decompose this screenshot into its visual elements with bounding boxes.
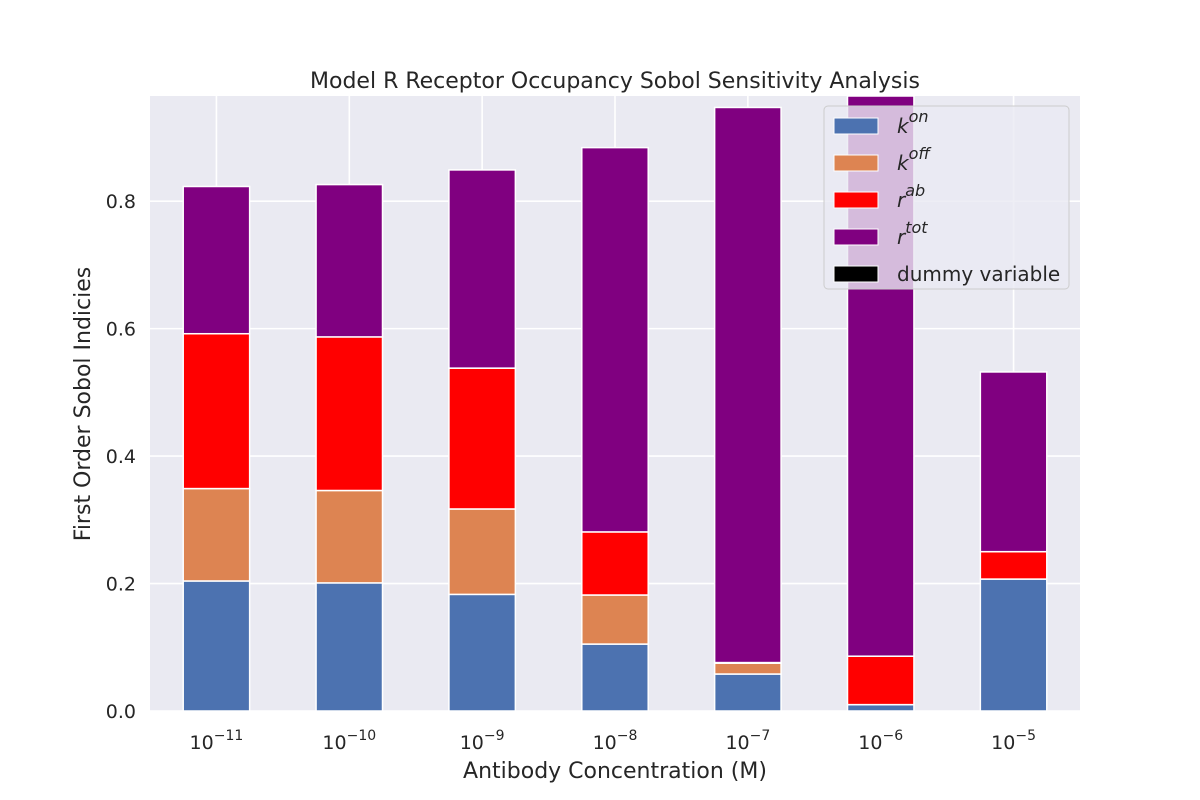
bar-segment: [182, 332, 251, 490]
bar-segment: [846, 703, 915, 712]
x-tick-base: 10: [460, 732, 484, 754]
bar-segment: [846, 655, 915, 706]
x-tick-exponent: −11: [214, 728, 244, 744]
legend-swatch: [833, 228, 879, 246]
legend-label-superscript: on: [909, 107, 929, 126]
legend-label-superscript: off: [909, 144, 933, 163]
legend-label: koff: [897, 144, 932, 175]
x-tick-base: 10: [725, 732, 749, 754]
legend-swatch: [833, 191, 879, 209]
bar-segment: [182, 580, 251, 712]
bar-segment: [448, 593, 517, 712]
legend-label-superscript: tot: [905, 218, 928, 237]
legend-swatch: [833, 265, 879, 283]
bar-segment: [182, 185, 251, 335]
bar-segment: [581, 146, 649, 533]
bar-segment: [979, 371, 1048, 553]
x-tick-label: 10−6: [858, 728, 903, 754]
legend-label: rtot: [897, 218, 928, 249]
x-tick-base: 10: [322, 732, 346, 754]
bar-segment: [979, 578, 1048, 712]
x-tick-label: 10−7: [725, 728, 770, 754]
legend-label-base: dummy variable: [897, 262, 1060, 286]
bar-segment: [713, 106, 782, 664]
legend-label: rab: [897, 181, 925, 212]
x-tick-exponent: −10: [347, 728, 377, 744]
bar-segment: [581, 594, 649, 645]
legend-label-base: k: [897, 114, 910, 138]
x-tick-label: 10−8: [593, 728, 638, 754]
legend-label-base: k: [897, 151, 910, 175]
bar-segment: [713, 673, 782, 712]
legend-item: kon: [833, 107, 929, 138]
x-tick-base: 10: [593, 732, 617, 754]
bar-segment: [448, 508, 517, 596]
x-tick-exponent: −6: [882, 728, 903, 744]
y-tick-label: 0.8: [106, 191, 136, 213]
bar-segment: [581, 643, 649, 712]
legend-label: dummy variable: [897, 262, 1060, 286]
bar-segment: [315, 582, 384, 712]
x-tick-exponent: −9: [484, 728, 505, 744]
tick-labels: 0.00.20.40.60.810−11 10−10 10−9 10−8 10−7 10−…: [106, 191, 1036, 754]
bar-segment: [182, 487, 251, 582]
bar-segment: [581, 531, 649, 596]
legend-swatch: [833, 154, 879, 172]
x-tick-exponent: −8: [617, 728, 638, 744]
legend-item: koff: [833, 144, 932, 175]
bar-segment: [448, 169, 517, 369]
legend-item: rtot: [833, 218, 928, 249]
legend-label-base: r: [897, 225, 907, 249]
bar-segment: [979, 550, 1048, 580]
x-tick-exponent: −7: [750, 728, 771, 744]
y-axis-label: First Order Sobol Indicies: [71, 267, 96, 541]
legend-label-superscript: ab: [905, 181, 925, 200]
x-tick-label: 10−10: [322, 728, 376, 754]
legend-frame: [823, 105, 1070, 290]
x-tick-label: 10−5: [991, 728, 1036, 754]
x-axis-label: Antibody Concentration (M): [463, 759, 767, 784]
chart-title: Model R Receptor Occupancy Sobol Sensiti…: [310, 69, 920, 94]
y-tick-label: 0.0: [106, 701, 136, 723]
bar-segment: [713, 662, 782, 675]
bar-segment: [448, 367, 517, 510]
legend-label: kon: [897, 107, 929, 138]
legend-swatch: [833, 117, 879, 135]
bar-segment: [315, 489, 384, 584]
legend-item: rab: [833, 181, 925, 212]
x-tick-exponent: −5: [1015, 728, 1036, 744]
x-tick-label: 10−11: [190, 728, 244, 754]
legend-label-base: r: [897, 188, 907, 212]
bar-segment: [315, 336, 384, 492]
x-tick-label: 10−9: [460, 728, 505, 754]
y-tick-label: 0.4: [106, 446, 136, 468]
x-tick-base: 10: [190, 732, 214, 754]
x-tick-base: 10: [991, 732, 1015, 754]
y-tick-label: 0.2: [106, 574, 136, 596]
bar-segment: [315, 183, 384, 338]
y-tick-label: 0.6: [106, 319, 136, 341]
x-tick-base: 10: [858, 732, 882, 754]
legend-item: dummy variable: [833, 262, 1060, 286]
